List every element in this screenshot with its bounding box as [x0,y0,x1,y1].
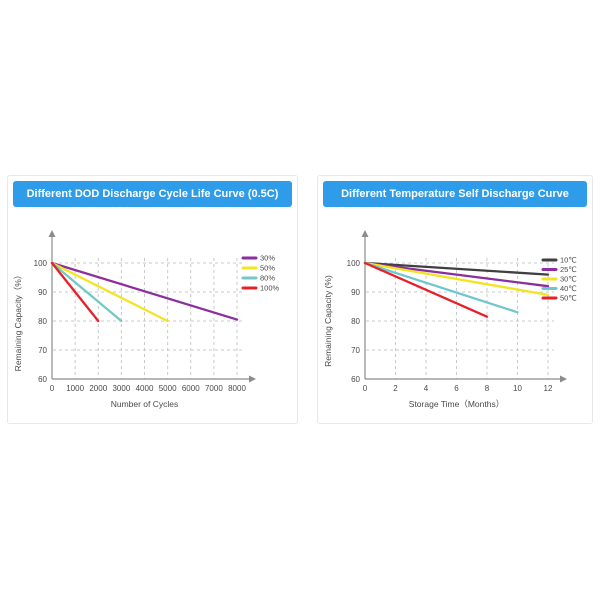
x-axis-arrow-icon [560,375,567,383]
y-axis-arrow-icon [361,230,369,237]
y-tick-label: 70 [38,346,47,355]
dod-cycle-life-panel: Different DOD Discharge Cycle Life Curve… [7,175,298,424]
series-line-40 [363,261,519,314]
y-tick-label: 80 [38,317,47,326]
y-tick-label: 80 [351,317,360,326]
series-line-30 [50,261,239,321]
legend-label: 30℃ [560,275,577,284]
y-tick-label: 60 [351,375,360,384]
x-tick-label: 7000 [205,384,223,393]
series-line-10 [363,261,550,276]
series-line-30 [363,261,550,297]
x-tick-label: 0 [363,384,368,393]
legend-label: 30% [260,254,275,263]
x-tick-label: 10 [513,384,522,393]
y-tick-label: 100 [347,259,361,268]
series-line-50 [363,261,489,318]
legend-label: 25℃ [560,265,577,274]
legend-label: 10℃ [560,256,577,265]
y-tick-label: 70 [351,346,360,355]
x-tick-label: 8000 [228,384,246,393]
y-axis-arrow-icon [48,230,56,237]
x-axis-arrow-icon [249,375,256,383]
temperature-chart-title: Different Temperature Self Discharge Cur… [323,181,587,207]
legend-label: 50℃ [560,294,577,303]
x-tick-label: 12 [544,384,553,393]
x-tick-label: 5000 [159,384,177,393]
series-line-100 [50,261,100,323]
dod-chart-title: Different DOD Discharge Cycle Life Curve… [13,181,292,207]
x-tick-label: 1000 [66,384,84,393]
y-tick-label: 90 [351,288,360,297]
y-tick-label: 100 [34,259,48,268]
legend-label: 50% [260,264,275,273]
x-tick-label: 2 [393,384,398,393]
x-tick-label: 4000 [136,384,154,393]
temperature-self-discharge-chart: 60 70 80 90 100 0 2 4 6 8 10 12 Storage Time（Months）… [323,230,577,409]
series-line-80 [50,261,123,323]
x-tick-label: 6000 [182,384,200,393]
x-tick-label: 8 [485,384,490,393]
x-axis-label: Storage Time（Months） [409,399,504,409]
legend-label: 40℃ [560,284,577,293]
temperature-self-discharge-panel: Different Temperature Self Discharge Cur… [317,175,593,424]
x-tick-label: 4 [424,384,429,393]
x-axis-label: Number of Cycles [111,399,179,409]
series-line-25 [363,261,550,288]
series-line-50 [50,261,169,323]
legend-label: 100% [260,284,280,293]
legend-label: 80% [260,274,275,283]
x-tick-label: 0 [50,384,55,393]
x-tick-label: 6 [454,384,459,393]
y-axis-label: Remaining Capacity (%) [323,275,333,367]
y-tick-label: 60 [38,375,47,384]
x-tick-label: 3000 [112,384,130,393]
y-tick-label: 90 [38,288,47,297]
y-axis-label: Remaining Capacity（%） [13,271,23,372]
x-tick-label: 2000 [89,384,107,393]
